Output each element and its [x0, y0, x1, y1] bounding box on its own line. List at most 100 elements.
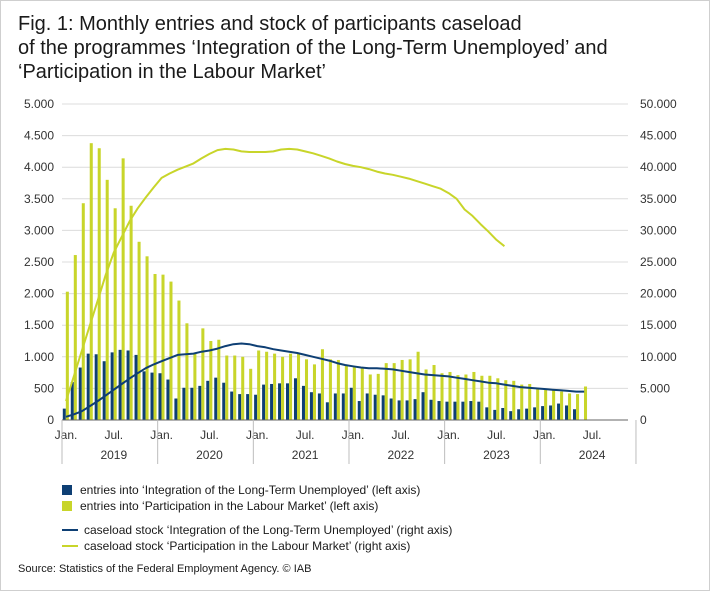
bar-integration — [286, 383, 290, 420]
bar-participation — [289, 353, 293, 420]
bar-participation — [488, 375, 492, 420]
bar-participation — [185, 323, 189, 420]
bar-participation — [544, 389, 548, 420]
legend-entry-4: caseload stock ‘Participation in the Lab… — [62, 538, 452, 554]
y-right-tick-label: 10.000 — [640, 350, 677, 364]
bar-participation — [568, 393, 572, 420]
bar-integration — [142, 371, 146, 420]
bar-participation — [153, 274, 157, 420]
bar-participation — [512, 380, 516, 420]
x-tick-label: Jul. — [200, 428, 219, 442]
bar-integration — [293, 378, 298, 420]
bar-participation — [320, 349, 324, 420]
title-line-3: ‘Participation in the Labour Market’ — [18, 61, 326, 83]
y-left-tick-label: 3.500 — [24, 192, 54, 206]
y-left-tick-label: 5.000 — [24, 97, 54, 111]
x-tick-label: Jul. — [296, 428, 315, 442]
bar-integration — [94, 354, 98, 420]
bar-participation — [312, 364, 316, 420]
year-label: 2020 — [196, 448, 223, 462]
bar-integration — [190, 387, 194, 420]
bar-integration — [174, 398, 178, 420]
bar-integration — [525, 408, 529, 420]
bar-integration — [557, 403, 561, 420]
legend-label-4: caseload stock ‘Participation in the Lab… — [84, 539, 411, 553]
bar-participation — [504, 380, 508, 420]
bar-integration — [445, 401, 449, 420]
legend-label-2: entries into ‘Participation in the Labou… — [80, 499, 379, 513]
bar-participation — [583, 386, 588, 420]
bar-participation — [336, 359, 340, 420]
legend-swatch-2 — [62, 501, 72, 511]
bar-participation — [81, 203, 85, 420]
legend-label-3: caseload stock ‘Integration of the Long-… — [84, 523, 453, 537]
bar-participation — [440, 373, 444, 420]
source-note: Source: Statistics of the Federal Employ… — [18, 563, 312, 575]
bar-integration — [309, 392, 313, 420]
y-right-tick-label: 15.000 — [640, 318, 677, 332]
y-right-tick-label: 40.000 — [640, 160, 677, 174]
y-left-tick-label: 2.500 — [24, 255, 54, 269]
bar-integration — [381, 395, 385, 420]
bar-participation — [145, 256, 149, 420]
bar-integration — [501, 407, 505, 420]
bar-participation — [416, 351, 420, 420]
bar-integration — [301, 385, 305, 420]
bar-participation — [121, 158, 125, 421]
x-tick-label: Jan. — [342, 428, 365, 442]
y-left-tick-label: 500 — [34, 381, 54, 395]
bar-participation — [344, 365, 348, 420]
bar-integration — [373, 394, 377, 420]
bar-integration — [278, 383, 282, 420]
x-tick-label: Jul. — [583, 428, 602, 442]
bar-integration — [230, 391, 234, 420]
y-right-tick-label: 35.000 — [640, 192, 677, 206]
bar-integration — [70, 382, 74, 420]
y-left-tick-label: 1.500 — [24, 318, 54, 332]
bar-participation — [201, 328, 205, 420]
bar-integration — [246, 394, 250, 420]
bar-integration — [150, 372, 154, 420]
bar-participation — [193, 353, 197, 420]
bar-integration — [549, 405, 553, 420]
bar-participation — [297, 353, 301, 420]
y-right-tick-label: 20.000 — [640, 287, 677, 301]
bar-integration — [317, 393, 321, 420]
bar-participation — [137, 241, 141, 420]
y-right-tick-label: 50.000 — [640, 97, 677, 111]
y-left-tick-label: 1.000 — [24, 350, 54, 364]
year-label: 2022 — [387, 448, 414, 462]
title-line-2: of the programmes ‘Integration of the Lo… — [18, 37, 608, 59]
bar-participation — [424, 369, 428, 420]
bar-participation — [456, 375, 460, 420]
year-label: 2024 — [579, 448, 606, 462]
bar-participation — [129, 205, 133, 420]
x-tick-label: Jul. — [104, 428, 123, 442]
y-right-tick-label: 0 — [640, 413, 647, 427]
legend-label-1: entries into ‘Integration of the Long-Te… — [80, 483, 421, 497]
legend-swatch-4 — [62, 545, 78, 547]
legend-swatch-3 — [62, 529, 78, 531]
y-right-tick-label: 45.000 — [640, 129, 677, 143]
bar-integration — [182, 387, 186, 420]
legend-swatch-1 — [62, 485, 72, 495]
bar-integration — [461, 401, 465, 420]
bar-integration — [134, 354, 138, 420]
bar-integration — [102, 361, 106, 420]
y-right-tick-label: 5.000 — [640, 381, 670, 395]
bar-participation — [496, 378, 500, 420]
x-tick-label: Jan. — [246, 428, 269, 442]
bar-integration — [509, 411, 513, 420]
bar-integration — [238, 394, 242, 420]
bar-participation — [352, 366, 356, 420]
y-right-tick-label: 30.000 — [640, 223, 677, 237]
bar-integration — [469, 401, 473, 420]
bar-participation — [233, 355, 237, 420]
bar-integration — [158, 373, 162, 420]
bar-integration — [126, 350, 130, 420]
bar-integration — [262, 384, 266, 420]
bar-participation — [225, 355, 229, 420]
bar-participation — [97, 148, 101, 421]
bar-participation — [105, 179, 109, 420]
